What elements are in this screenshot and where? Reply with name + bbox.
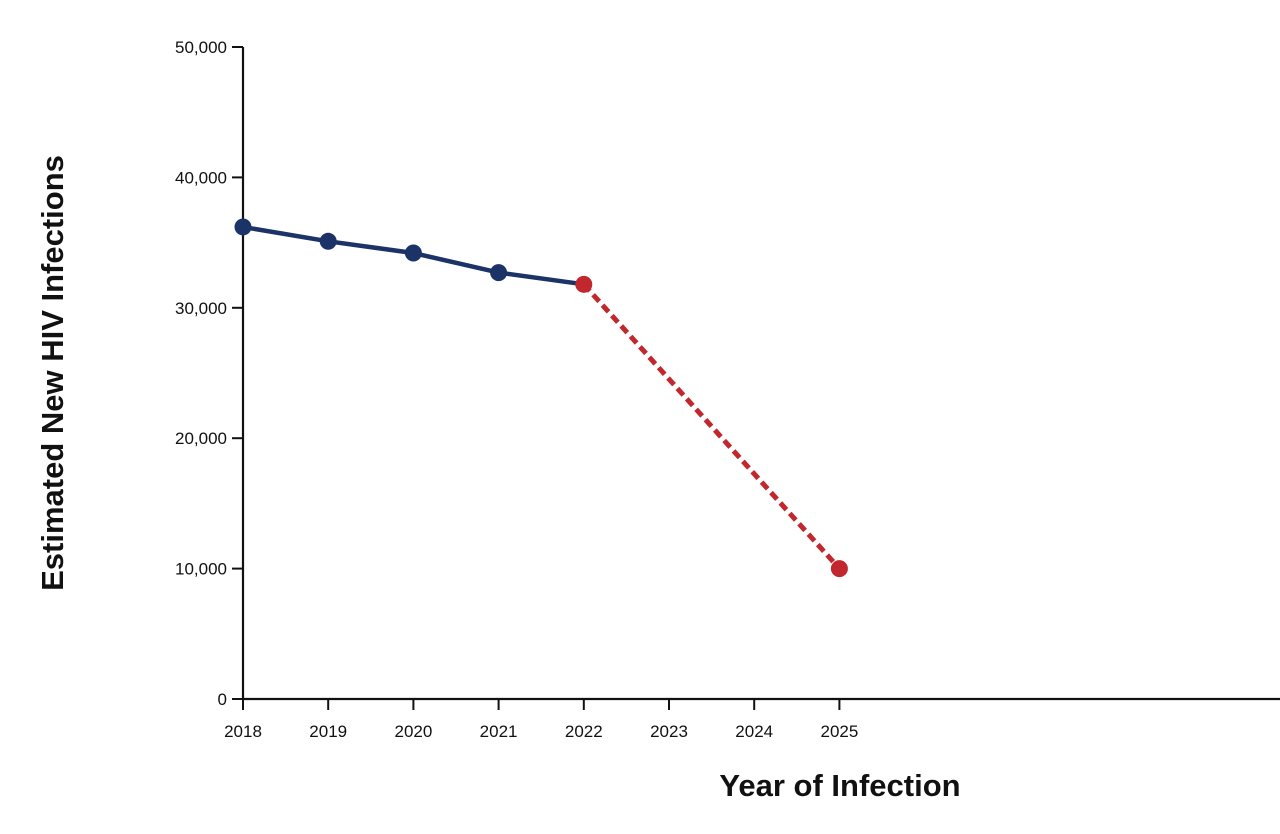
- axes: [241, 47, 1280, 701]
- observed-point-2019: [319, 232, 337, 250]
- y-tick-label: 20,000: [175, 429, 227, 448]
- x-tick-label: 2018: [224, 722, 262, 741]
- x-tick-label: 2024: [735, 722, 773, 741]
- projected-series-line: [581, 282, 842, 571]
- observed-point-2021: [490, 264, 508, 282]
- series-layer: [234, 218, 848, 578]
- y-axis-title: Estimated New HIV Infections: [35, 155, 70, 591]
- x-tick-label: 2020: [394, 722, 432, 741]
- x-tick-label: 2023: [650, 722, 688, 741]
- y-tick-label: 0: [218, 690, 227, 709]
- y-tick-label: 50,000: [175, 38, 227, 57]
- x-axis-title: Year of Infection: [719, 768, 960, 803]
- y-ticks: 0 10,000 20,000 30,000 40,000 50,000: [175, 38, 243, 709]
- projected-point-2022: [575, 275, 593, 293]
- projected-point-2025: [830, 560, 848, 578]
- x-tick-label: 2025: [820, 722, 858, 741]
- observed-point-2018: [234, 218, 252, 236]
- x-tick-label: 2019: [309, 722, 347, 741]
- y-tick-label: 10,000: [175, 560, 227, 579]
- x-ticks: 2018 2019 2020 2021 2022 2023 2024 2025: [224, 699, 858, 741]
- x-tick-label: 2022: [565, 722, 603, 741]
- observed-point-2020: [404, 244, 422, 262]
- y-tick-label: 40,000: [175, 168, 227, 187]
- x-tick-label: 2021: [480, 722, 518, 741]
- y-tick-label: 30,000: [175, 299, 227, 318]
